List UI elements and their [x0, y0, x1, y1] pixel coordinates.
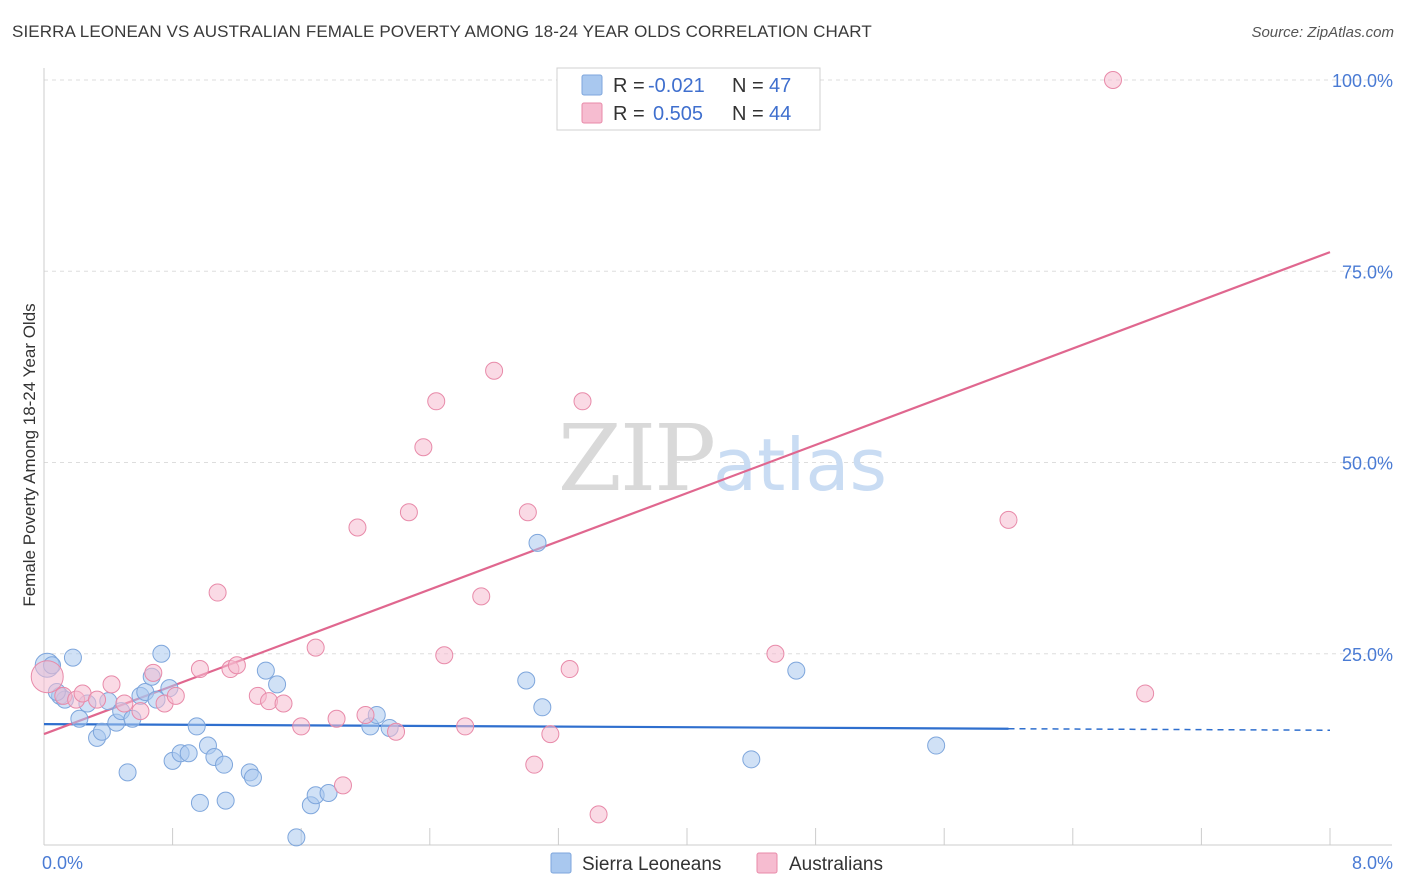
australian-point-7: [131, 702, 150, 721]
sierra-leonean-point-42: [533, 698, 552, 717]
australian-point-22: [348, 518, 367, 537]
watermark-atlas: atlas: [713, 423, 887, 507]
australian-point-28: [435, 646, 454, 665]
australian-point-12: [208, 583, 227, 602]
legend-r-label-1: R =: [613, 75, 645, 97]
australian-point-14: [227, 656, 246, 675]
bottom-legend-label-1: Sierra Leoneans: [582, 854, 721, 875]
australian-point-42: [1103, 71, 1122, 89]
correlation-legend: R = -0.021 N = 47 R = 0.505 N = 44: [556, 67, 821, 131]
australian-point-20: [327, 709, 346, 728]
australian-point-25: [399, 503, 418, 522]
australian-point-31: [485, 361, 504, 380]
australian-point-0: [30, 660, 64, 694]
y-axis-label: Female Poverty Among 18-24 Year Olds: [20, 303, 39, 606]
sierra-leonean-point-44: [787, 661, 806, 680]
legend-n-value-1: 47: [769, 75, 791, 97]
y-tick-label-3: 100.0%: [1332, 71, 1393, 91]
sierra-leonean-point-23: [187, 717, 206, 736]
bottom-legend-swatch-blue: [550, 852, 572, 874]
australian-point-37: [589, 805, 608, 824]
sierra-leonean-point-24: [190, 793, 209, 812]
legend-n-value-2: 44: [769, 103, 791, 125]
australian-point-23: [356, 705, 375, 724]
australian-point-32: [518, 503, 537, 522]
australian-point-27: [427, 392, 446, 411]
sierra-leonean-point-45: [927, 736, 946, 755]
sierra-leonean-point-12: [118, 763, 137, 782]
australian-point-19: [306, 638, 325, 657]
australian-point-43: [1136, 684, 1155, 703]
legend-n-label-1: N =: [732, 75, 764, 97]
sierra-leonean-point-22: [179, 744, 198, 763]
australian-point-4: [88, 690, 107, 709]
australian-point-18: [292, 717, 311, 736]
series-legend: Sierra Leoneans Australians: [550, 852, 883, 875]
australian-point-40: [766, 644, 785, 663]
sierra-leonean-point-4: [63, 648, 82, 667]
australian-trend-line: [43, 251, 1331, 736]
sierra-leonean-point-27: [215, 755, 234, 774]
legend-n-label-2: N =: [732, 103, 764, 125]
sierra-leonean-point-40: [517, 671, 536, 690]
sierra-leonean-point-32: [268, 675, 287, 694]
australian-point-29: [456, 717, 475, 736]
australian-point-21: [333, 776, 352, 795]
legend-r-value-1: -0.021: [648, 75, 705, 97]
legend-r-value-2: 0.505: [653, 103, 703, 125]
australian-point-11: [190, 660, 209, 679]
legend-swatch-blue: [581, 74, 603, 96]
bottom-legend-label-2: Australians: [789, 854, 883, 875]
x-tick-label-min: 0.0%: [42, 853, 83, 873]
australian-point-6: [115, 694, 134, 713]
sierra-leonean-point-33: [287, 828, 306, 847]
y-tick-label-1: 50.0%: [1342, 454, 1393, 474]
australian-point-24: [387, 722, 406, 741]
sierra-leonean-point-43: [742, 750, 761, 769]
sierra-leonean-point-36: [319, 783, 338, 802]
sierra-leonean-point-31: [256, 661, 275, 680]
australian-point-41: [999, 510, 1018, 529]
sierra-leonean-point-28: [216, 791, 235, 810]
x-tick-label-max: 8.0%: [1352, 853, 1393, 873]
legend-swatch-pink: [581, 102, 603, 124]
source-credit: Source: ZipAtlas.com: [1251, 24, 1394, 41]
australian-point-36: [573, 392, 592, 411]
tick-labels: 25.0% 50.0% 75.0% 100.0% 0.0% 8.0%: [42, 71, 1393, 873]
watermark-zip: ZIP: [558, 405, 714, 512]
australian-point-34: [541, 725, 560, 744]
australian-point-17: [274, 694, 293, 713]
sierra-leonean-point-8: [92, 722, 111, 741]
watermark: ZIP atlas: [558, 405, 887, 512]
australian-point-10: [166, 686, 185, 705]
australian-point-35: [560, 660, 579, 679]
grid-lines: [44, 79, 1392, 655]
sierra-leonean-point-41: [528, 533, 547, 552]
y-tick-label-0: 25.0%: [1342, 645, 1393, 665]
australian-point-30: [472, 587, 491, 606]
australian-point-26: [414, 438, 433, 457]
sierra-leonean-point-30: [243, 768, 262, 787]
legend-r-label-2: R =: [613, 103, 645, 125]
y-tick-label-2: 75.0%: [1342, 262, 1393, 282]
sierra-leonean-trend-extension: [1008, 727, 1331, 731]
sierra-leonean-point-5: [70, 709, 89, 728]
australian-point-8: [144, 663, 163, 682]
sierra-leonean-point-18: [152, 644, 171, 663]
bottom-legend-swatch-pink: [756, 852, 778, 874]
chart-title: SIERRA LEONEAN VS AUSTRALIAN FEMALE POVE…: [12, 22, 872, 41]
data-points: [30, 71, 1155, 847]
australian-point-33: [525, 755, 544, 774]
australian-point-5: [102, 675, 121, 694]
